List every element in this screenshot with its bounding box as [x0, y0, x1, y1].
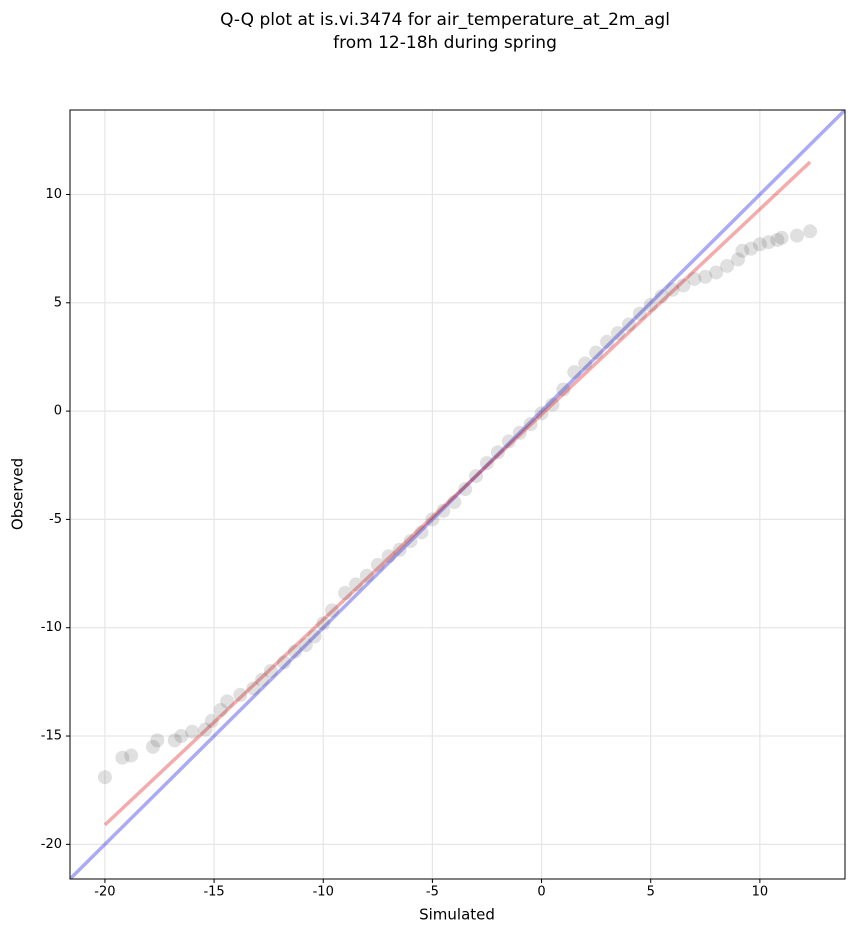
point — [490, 445, 505, 460]
x-tick-label: -20 — [94, 885, 115, 900]
point — [298, 638, 313, 653]
chart-title: from 12-18h during spring — [333, 33, 557, 53]
point — [600, 334, 615, 349]
point — [370, 557, 385, 572]
point — [687, 271, 702, 286]
point — [220, 694, 235, 709]
x-axis-label: Simulated — [419, 906, 495, 924]
x-tick-label: -10 — [313, 885, 334, 900]
point — [316, 616, 331, 631]
point — [167, 733, 182, 748]
point — [150, 733, 165, 748]
point — [97, 770, 112, 785]
plot-area — [70, 110, 845, 879]
point — [512, 425, 527, 440]
point — [359, 568, 374, 583]
point — [676, 278, 691, 293]
point — [501, 434, 516, 449]
point — [567, 365, 582, 380]
point — [204, 713, 219, 728]
y-tick-label: 0 — [54, 404, 62, 419]
point — [213, 703, 228, 718]
y-tick-label: -20 — [41, 837, 62, 852]
y-tick-label: -5 — [49, 512, 62, 527]
point — [523, 417, 538, 432]
point — [621, 317, 636, 332]
point — [752, 237, 767, 252]
point — [770, 232, 785, 247]
point — [307, 629, 322, 644]
point — [709, 265, 724, 280]
point — [414, 525, 429, 540]
point — [324, 603, 339, 618]
point — [589, 345, 604, 360]
y-axis-label: Observed — [9, 458, 27, 530]
point — [124, 748, 139, 763]
point — [174, 729, 189, 744]
point — [233, 687, 248, 702]
x-tick-label: -15 — [203, 885, 224, 900]
point — [632, 306, 647, 321]
point — [145, 739, 160, 754]
point — [392, 542, 407, 557]
reference-line — [70, 110, 845, 879]
point — [338, 586, 353, 601]
point — [731, 252, 746, 267]
point — [761, 235, 776, 250]
x-tick-label: 5 — [647, 885, 655, 900]
point — [774, 230, 789, 245]
point — [735, 243, 750, 258]
x-tick-label: 10 — [752, 885, 769, 900]
point — [436, 503, 451, 518]
point — [348, 577, 363, 592]
point — [447, 495, 462, 510]
plot-frame — [69, 109, 846, 880]
point — [479, 456, 494, 471]
point — [610, 326, 625, 341]
point — [545, 397, 560, 412]
point — [654, 289, 669, 304]
point — [246, 681, 261, 696]
y-tick-label: 10 — [45, 187, 62, 202]
chart-title: Q-Q plot at is.vi.3474 for air_temperatu… — [220, 10, 670, 30]
point — [255, 672, 270, 687]
point — [556, 382, 571, 397]
point — [744, 241, 759, 256]
point — [381, 549, 396, 564]
point — [469, 469, 484, 484]
point — [115, 750, 130, 765]
point — [403, 534, 418, 549]
y-tick-label: -10 — [41, 620, 62, 635]
point — [643, 297, 658, 312]
point — [287, 644, 302, 659]
reference-line — [103, 160, 812, 827]
x-tick-label: 0 — [537, 885, 545, 900]
point — [720, 258, 735, 273]
point — [263, 664, 278, 679]
point — [458, 482, 473, 497]
point — [789, 228, 804, 243]
point — [276, 655, 291, 670]
point — [665, 282, 680, 297]
point — [578, 356, 593, 371]
point — [803, 224, 818, 239]
y-tick-label: 5 — [54, 295, 62, 310]
x-tick-label: -5 — [426, 885, 439, 900]
ticks: -20 -15 -10 -5 0 5 10 -20 -15 -10 -5 0 5 10 — [41, 187, 768, 900]
point — [185, 724, 200, 739]
point — [534, 406, 549, 421]
y-tick-label: -15 — [41, 729, 62, 744]
point — [698, 269, 713, 284]
point — [425, 512, 440, 527]
point — [198, 722, 213, 737]
grid — [70, 110, 845, 879]
